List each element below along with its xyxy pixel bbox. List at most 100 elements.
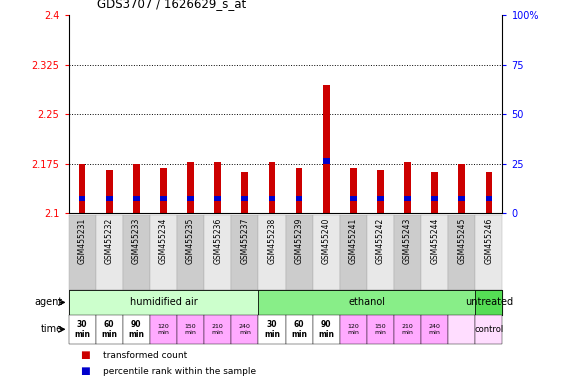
Text: 60
min: 60 min (101, 319, 117, 339)
Bar (123, 215, 150, 290)
Bar (475, 290, 502, 315)
Bar (204, 215, 231, 290)
Bar (394, 315, 421, 344)
Text: GDS3707 / 1626629_s_at: GDS3707 / 1626629_s_at (97, 0, 246, 10)
Text: GSM455246: GSM455246 (484, 217, 493, 264)
Bar (323, 84, 329, 213)
Bar (133, 196, 140, 201)
Bar (459, 196, 465, 201)
Bar (96, 315, 123, 344)
Bar (79, 196, 86, 201)
Bar (377, 170, 384, 213)
Text: GSM455234: GSM455234 (159, 217, 168, 264)
Bar (350, 196, 357, 201)
Bar (177, 315, 204, 344)
Bar (258, 215, 286, 290)
Bar (79, 164, 86, 213)
Bar (340, 315, 367, 344)
Bar (431, 196, 438, 201)
Bar (150, 315, 177, 344)
Text: 120
min: 120 min (158, 324, 170, 335)
Bar (106, 170, 112, 213)
Text: GSM455235: GSM455235 (186, 217, 195, 264)
Bar (340, 215, 367, 290)
Text: GSM455239: GSM455239 (295, 217, 304, 264)
Text: 30
min: 30 min (264, 319, 280, 339)
Bar (404, 196, 411, 201)
Text: GSM455240: GSM455240 (321, 217, 331, 264)
Bar (123, 315, 150, 344)
Bar (377, 196, 384, 201)
Text: 240
min: 240 min (239, 324, 251, 335)
Bar (421, 315, 448, 344)
Text: GSM455238: GSM455238 (267, 217, 276, 263)
Bar (214, 196, 221, 201)
Bar (160, 196, 167, 201)
Bar (475, 315, 502, 344)
Bar (296, 196, 303, 201)
Bar (485, 196, 492, 201)
Bar (350, 168, 357, 213)
Bar (258, 315, 286, 344)
Text: GSM455231: GSM455231 (78, 217, 87, 263)
Bar (242, 172, 248, 213)
Bar (404, 162, 411, 213)
Bar (204, 315, 231, 344)
Text: agent: agent (35, 297, 63, 308)
Text: humidified air: humidified air (130, 297, 198, 308)
Text: ■: ■ (80, 350, 90, 360)
Bar (268, 196, 275, 201)
Bar (459, 164, 465, 213)
Text: GSM455244: GSM455244 (430, 217, 439, 264)
Bar (431, 172, 438, 213)
Bar (231, 215, 258, 290)
Text: 90
min: 90 min (318, 319, 334, 339)
Text: ■: ■ (80, 366, 90, 376)
Text: 150
min: 150 min (184, 324, 196, 335)
Bar (323, 159, 329, 164)
Text: 240
min: 240 min (429, 324, 441, 335)
Bar (187, 162, 194, 213)
Text: percentile rank within the sample: percentile rank within the sample (103, 367, 256, 376)
Bar (69, 215, 96, 290)
Text: time: time (41, 324, 63, 334)
Bar (231, 315, 258, 344)
Text: transformed count: transformed count (103, 351, 187, 360)
Text: 90
min: 90 min (128, 319, 144, 339)
Text: 30
min: 30 min (74, 319, 90, 339)
Text: 60
min: 60 min (291, 319, 307, 339)
Bar (69, 315, 96, 344)
Bar (286, 215, 313, 290)
Bar (485, 172, 492, 213)
Bar (177, 215, 204, 290)
Bar (313, 315, 340, 344)
Bar (367, 315, 394, 344)
Text: ethanol: ethanol (348, 297, 385, 308)
Bar (394, 215, 421, 290)
Bar (421, 215, 448, 290)
Bar (69, 290, 258, 315)
Bar (133, 164, 140, 213)
Text: 150
min: 150 min (375, 324, 387, 335)
Bar (187, 196, 194, 201)
Bar (268, 162, 275, 213)
Text: GSM455242: GSM455242 (376, 217, 385, 263)
Text: GSM455236: GSM455236 (213, 217, 222, 264)
Text: GSM455232: GSM455232 (104, 217, 114, 263)
Bar (214, 162, 221, 213)
Bar (258, 290, 475, 315)
Bar (448, 215, 476, 290)
Bar (242, 196, 248, 201)
Text: 120
min: 120 min (347, 324, 359, 335)
Bar (286, 315, 313, 344)
Bar (150, 215, 177, 290)
Bar (475, 215, 502, 290)
Text: untreated: untreated (465, 297, 513, 308)
Bar (296, 168, 303, 213)
Text: GSM455233: GSM455233 (132, 217, 141, 264)
Bar (448, 315, 476, 344)
Bar (367, 215, 394, 290)
Bar (106, 196, 112, 201)
Text: GSM455241: GSM455241 (349, 217, 358, 263)
Text: 210
min: 210 min (401, 324, 413, 335)
